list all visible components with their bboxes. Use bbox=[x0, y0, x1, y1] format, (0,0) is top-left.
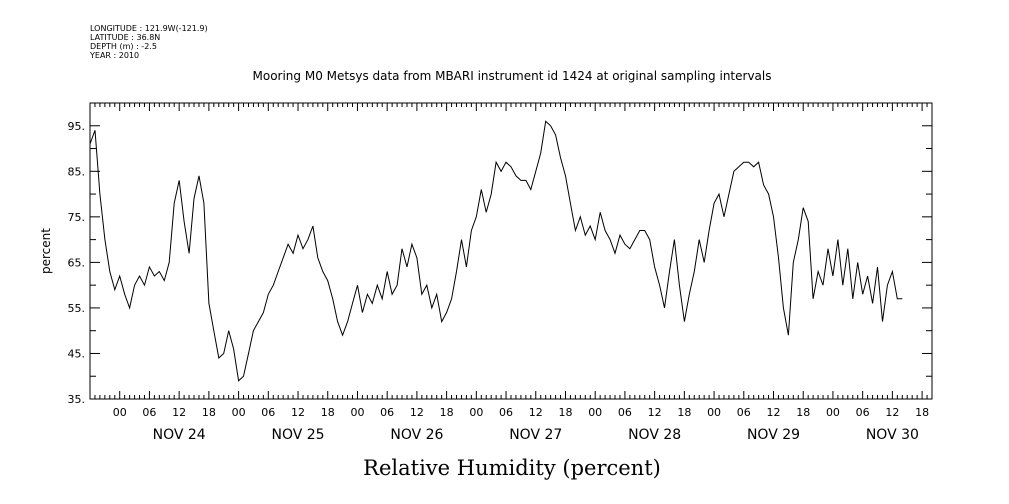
x-tick-label: 06 bbox=[618, 406, 632, 419]
x-tick-label: 18 bbox=[796, 406, 810, 419]
plot-frame bbox=[90, 103, 932, 399]
x-day-label: NOV 29 bbox=[747, 427, 800, 443]
y-tick-label: 55. bbox=[68, 302, 86, 315]
y-tick-label: 45. bbox=[68, 347, 86, 360]
x-tick-label: 00 bbox=[232, 406, 246, 419]
x-tick-label: 00 bbox=[588, 406, 602, 419]
x-tick-label: 06 bbox=[737, 406, 751, 419]
x-day-label: NOV 25 bbox=[271, 427, 324, 443]
x-tick-label: 12 bbox=[885, 406, 899, 419]
y-tick-label: 95. bbox=[68, 120, 86, 133]
x-tick-label: 12 bbox=[172, 406, 186, 419]
x-tick-label: 12 bbox=[529, 406, 543, 419]
y-tick-labels: 35. 45. 55. 65. 75. 85. 95. bbox=[68, 120, 86, 406]
x-day-label: NOV 24 bbox=[153, 427, 206, 443]
x-day-label: NOV 26 bbox=[390, 427, 443, 443]
x-tick-label: 18 bbox=[915, 406, 929, 419]
y-tick-label: 35. bbox=[68, 393, 86, 406]
latitude-text: LATITUDE : 36.8N bbox=[90, 33, 160, 42]
x-tick-label: 00 bbox=[113, 406, 127, 419]
x-tick-label: 18 bbox=[677, 406, 691, 419]
x-tick-label: 00 bbox=[707, 406, 721, 419]
x-tick-label: 00 bbox=[469, 406, 483, 419]
x-tick-label: 12 bbox=[767, 406, 781, 419]
y-axis-label: percent bbox=[39, 228, 53, 274]
y-tick-label: 65. bbox=[68, 256, 86, 269]
x-tick-label: 00 bbox=[826, 406, 840, 419]
x-tick-label: 06 bbox=[499, 406, 513, 419]
axis-ticks bbox=[90, 103, 932, 399]
chart-title: Mooring M0 Metsys data from MBARI instru… bbox=[253, 69, 772, 83]
x-tick-label: 12 bbox=[410, 406, 424, 419]
y-tick-label: 75. bbox=[68, 211, 86, 224]
longitude-text: LONGITUDE : 121.9W(-121.9) bbox=[90, 24, 208, 33]
x-day-label: NOV 30 bbox=[866, 427, 919, 443]
x-day-label: NOV 27 bbox=[509, 427, 562, 443]
x-tick-label: 18 bbox=[558, 406, 572, 419]
y-tick-label: 85. bbox=[68, 165, 86, 178]
depth-text: DEPTH (m) : -2.5 bbox=[90, 42, 157, 51]
x-day-label: NOV 28 bbox=[628, 427, 681, 443]
x-tick-label: 00 bbox=[350, 406, 364, 419]
year-text: YEAR : 2010 bbox=[89, 51, 139, 60]
x-day-labels: NOV 24 NOV 25 NOV 26 NOV 27 NOV 28 NOV 29 NOV … bbox=[153, 427, 919, 443]
x-tick-label: 06 bbox=[856, 406, 870, 419]
x-tick-label: 06 bbox=[261, 406, 275, 419]
x-axis-title: Relative Humidity (percent) bbox=[363, 456, 661, 480]
x-tick-label: 12 bbox=[291, 406, 305, 419]
x-tick-label: 12 bbox=[648, 406, 662, 419]
x-tick-label: 18 bbox=[321, 406, 335, 419]
x-tick-labels: 00 06 12 18 00 06 12 18 00 06 12 18 00 06 12 18 00 06 12 18… bbox=[113, 406, 929, 419]
x-tick-label: 06 bbox=[142, 406, 156, 419]
x-tick-label: 18 bbox=[202, 406, 216, 419]
series-line-relative-humidity bbox=[90, 121, 902, 381]
x-tick-label: 06 bbox=[380, 406, 394, 419]
x-tick-label: 18 bbox=[440, 406, 454, 419]
